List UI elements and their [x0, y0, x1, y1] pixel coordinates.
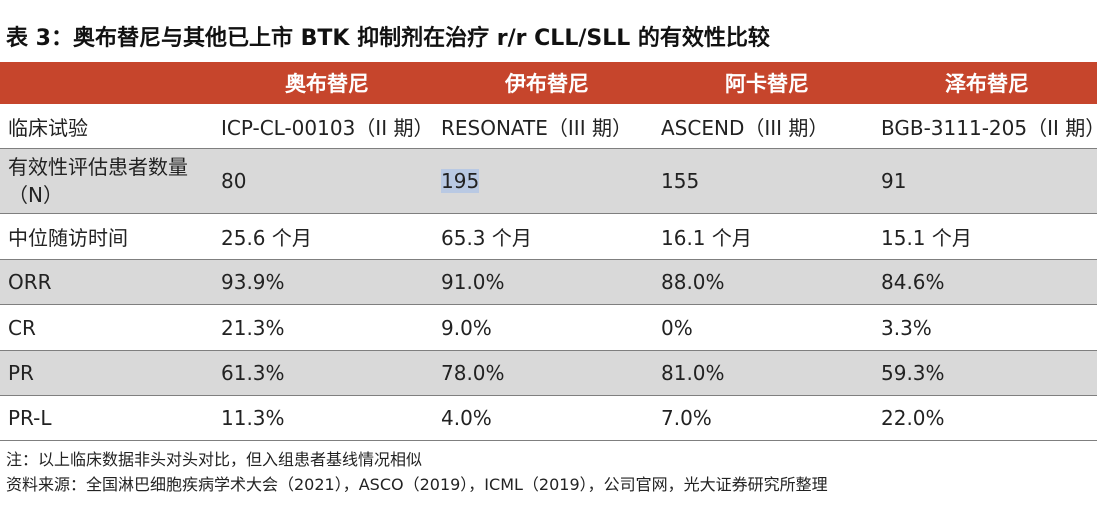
table-cell: 93.9% [217, 259, 437, 305]
table-cell: 21.3% [217, 304, 437, 351]
table-header-row: 奥布替尼 伊布替尼 阿卡替尼 泽布替尼 [0, 62, 1097, 104]
row-label: 中位随访时间 [0, 213, 217, 260]
table-cell: RESONATE（III 期） [437, 104, 657, 149]
row-label: PR-L [0, 395, 217, 441]
table-cell: ICP-CL-00103（II 期） [217, 104, 437, 149]
header-cell-ibrutinib: 伊布替尼 [437, 62, 657, 104]
table-cell: 4.0% [437, 395, 657, 441]
table-row-pr: PR 61.3% 78.0% 81.0% 59.3% [0, 350, 1097, 396]
table-cell: 78.0% [437, 350, 657, 396]
table-cell: ASCEND（III 期） [657, 104, 877, 149]
table-cell: 81.0% [657, 350, 877, 396]
table-cell: 91.0% [437, 259, 657, 305]
table-cell: 61.3% [217, 350, 437, 396]
row-label: PR [0, 350, 217, 396]
table-row-clinical-trial: 临床试验 ICP-CL-00103（II 期） RESONATE（III 期） … [0, 104, 1097, 149]
table-cell: 80 [217, 148, 437, 214]
table-cell: 11.3% [217, 395, 437, 441]
table-cell: 84.6% [877, 259, 1097, 305]
header-cell-orelabrutinib: 奥布替尼 [217, 62, 437, 104]
row-label: 临床试验 [0, 104, 217, 149]
table-cell: 155 [657, 148, 877, 214]
header-cell-blank [0, 62, 217, 104]
footnote: 注：以上临床数据非头对头对比，但入组患者基线情况相似 [6, 450, 423, 469]
table-cell: 59.3% [877, 350, 1097, 396]
header-cell-acalabrutinib: 阿卡替尼 [657, 62, 877, 104]
table-cell: 88.0% [657, 259, 877, 305]
table-cell: 22.0% [877, 395, 1097, 441]
row-label: CR [0, 304, 217, 351]
comparison-table: 奥布替尼 伊布替尼 阿卡替尼 泽布替尼 临床试验 ICP-CL-00103（II… [0, 62, 1097, 441]
table-row-orr: ORR 93.9% 91.0% 88.0% 84.6% [0, 259, 1097, 305]
table-row-pr-l: PR-L 11.3% 4.0% 7.0% 22.0% [0, 395, 1097, 441]
table-cell: 15.1 个月 [877, 213, 1097, 260]
selected-text[interactable]: 195 [441, 169, 480, 193]
table-cell: 7.0% [657, 395, 877, 441]
table-cell: 65.3 个月 [437, 213, 657, 260]
table-cell: 0% [657, 304, 877, 351]
table-title: 表 3：奥布替尼与其他已上市 BTK 抑制剂在治疗 r/r CLL/SLL 的有… [6, 26, 770, 51]
table-cell: BGB-3111-205（II 期） [877, 104, 1097, 149]
table-cell: 91 [877, 148, 1097, 214]
source-note: 资料来源：全国淋巴细胞疾病学术大会（2021），ASCO（2019），ICML（… [6, 475, 828, 494]
header-cell-zanubrutinib: 泽布替尼 [877, 62, 1097, 104]
table-cell: 9.0% [437, 304, 657, 351]
table-cell: 195 [437, 148, 657, 214]
table-row-cr: CR 21.3% 9.0% 0% 3.3% [0, 304, 1097, 351]
table-row-median-followup: 中位随访时间 25.6 个月 65.3 个月 16.1 个月 15.1 个月 [0, 213, 1097, 260]
table-cell: 3.3% [877, 304, 1097, 351]
table-cell: 16.1 个月 [657, 213, 877, 260]
table-cell: 25.6 个月 [217, 213, 437, 260]
row-label: ORR [0, 259, 217, 305]
table-row-patient-count: 有效性评估患者数量（N） 80 195 155 91 [0, 148, 1097, 214]
row-label: 有效性评估患者数量（N） [0, 148, 217, 214]
